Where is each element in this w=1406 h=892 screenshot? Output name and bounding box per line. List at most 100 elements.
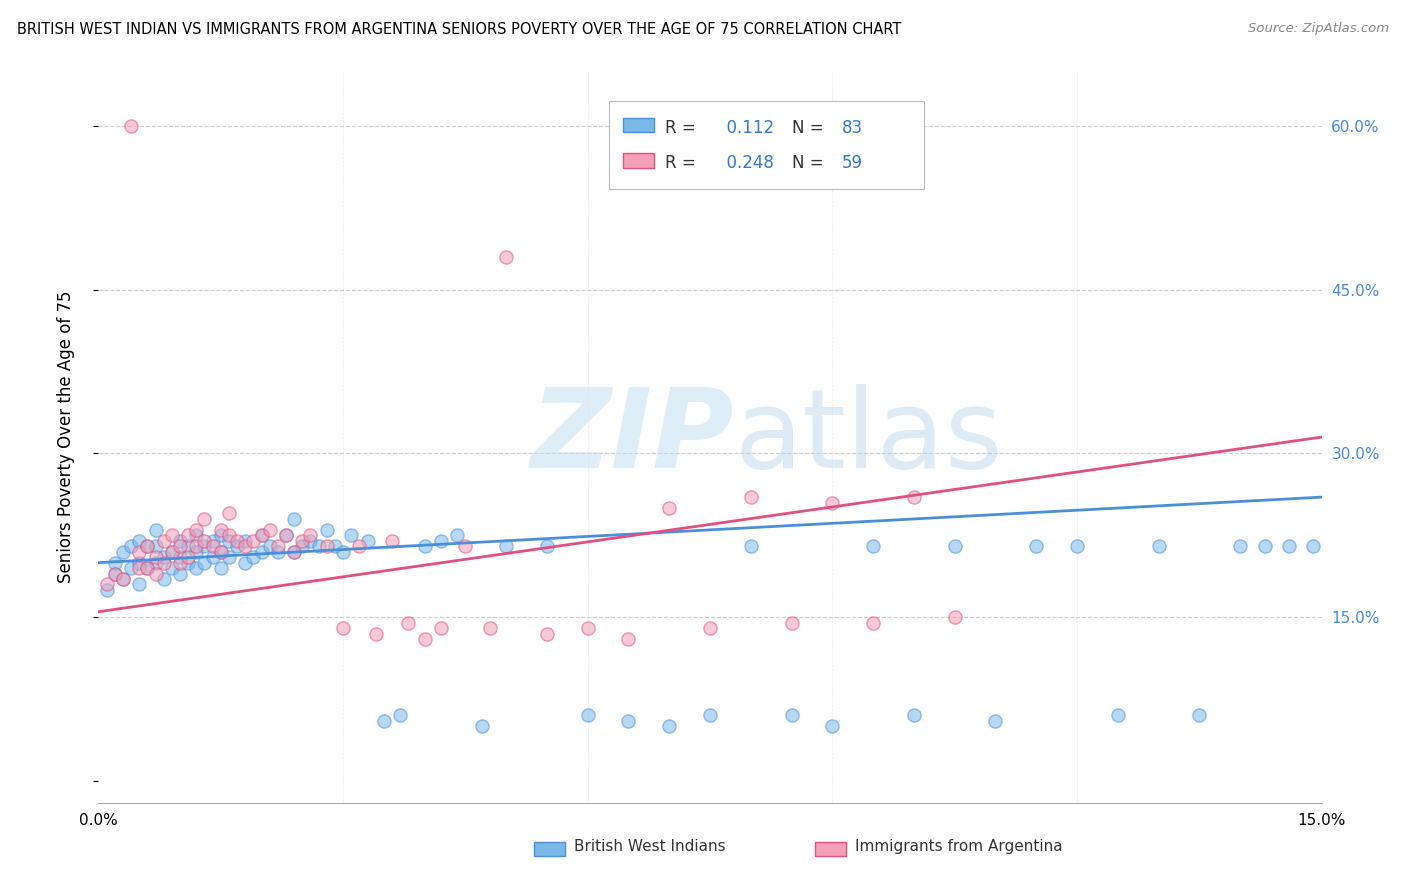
Point: [340, 528, 363, 542]
Text: Source: ZipAtlas.com: Source: ZipAtlas.com: [1249, 22, 1389, 36]
Point: [193, 539, 215, 553]
Point: [349, 539, 371, 553]
Point: [169, 566, 191, 581]
Point: [1278, 539, 1301, 553]
Point: [177, 539, 200, 553]
Point: [186, 528, 208, 542]
Point: [169, 533, 191, 548]
Point: [389, 708, 412, 723]
Point: [145, 566, 167, 581]
Point: [381, 533, 404, 548]
Text: N =: N =: [792, 119, 828, 136]
Point: [201, 539, 224, 553]
Point: [903, 490, 925, 504]
Point: [104, 566, 127, 581]
Point: [160, 528, 183, 542]
Point: [136, 539, 159, 553]
Point: [699, 708, 721, 723]
Point: [128, 545, 150, 559]
Point: [233, 539, 256, 553]
Point: [446, 528, 468, 542]
Point: [186, 545, 208, 559]
Point: [96, 582, 118, 597]
Point: [160, 545, 183, 559]
Point: [128, 561, 150, 575]
Text: R =: R =: [665, 154, 702, 172]
Point: [821, 719, 844, 733]
Point: [780, 615, 803, 630]
Point: [471, 719, 494, 733]
Point: [308, 539, 330, 553]
Text: ZIP: ZIP: [531, 384, 734, 491]
Point: [536, 539, 558, 553]
Text: BRITISH WEST INDIAN VS IMMIGRANTS FROM ARGENTINA SENIORS POVERTY OVER THE AGE OF: BRITISH WEST INDIAN VS IMMIGRANTS FROM A…: [17, 22, 901, 37]
Point: [193, 533, 215, 548]
Point: [495, 250, 517, 264]
Text: 0.248: 0.248: [716, 154, 773, 172]
Point: [136, 561, 159, 575]
Point: [209, 545, 232, 559]
Point: [136, 561, 159, 575]
Point: [259, 523, 281, 537]
Point: [218, 507, 240, 521]
Point: [315, 539, 337, 553]
Point: [152, 550, 174, 565]
Point: [1147, 539, 1170, 553]
Point: [145, 550, 167, 565]
Point: [658, 501, 681, 516]
Point: [617, 714, 640, 728]
Point: [430, 533, 453, 548]
Point: [862, 615, 884, 630]
Point: [617, 632, 640, 646]
Point: [740, 490, 762, 504]
Point: [1302, 539, 1324, 553]
Point: [299, 528, 322, 542]
Point: [373, 714, 395, 728]
Point: [169, 539, 191, 553]
Point: [193, 512, 215, 526]
Point: [152, 572, 174, 586]
Point: [283, 512, 305, 526]
Point: [315, 523, 337, 537]
Point: [356, 533, 378, 548]
Point: [120, 561, 142, 575]
Point: [104, 556, 127, 570]
Point: [186, 539, 208, 553]
Point: [136, 539, 159, 553]
Point: [145, 556, 167, 570]
Point: [120, 119, 142, 133]
Point: [267, 539, 290, 553]
Point: [274, 528, 297, 542]
Point: [177, 556, 200, 570]
Point: [104, 566, 127, 581]
Point: [96, 577, 118, 591]
Point: [218, 533, 240, 548]
Point: [218, 528, 240, 542]
Point: [160, 545, 183, 559]
Point: [283, 545, 305, 559]
Point: [120, 539, 142, 553]
Point: [128, 556, 150, 570]
Text: atlas: atlas: [734, 384, 1002, 491]
Text: N =: N =: [792, 154, 828, 172]
Point: [201, 533, 224, 548]
Point: [128, 577, 150, 591]
Point: [332, 545, 354, 559]
Point: [1025, 539, 1047, 553]
Point: [145, 539, 167, 553]
Point: [169, 556, 191, 570]
Point: [903, 708, 925, 723]
Point: [413, 632, 436, 646]
Point: [396, 615, 419, 630]
Point: [267, 545, 290, 559]
Point: [364, 626, 387, 640]
Point: [218, 550, 240, 565]
Point: [226, 533, 249, 548]
Point: [152, 533, 174, 548]
Point: [259, 539, 281, 553]
Point: [233, 556, 256, 570]
Point: [291, 533, 314, 548]
Point: [226, 539, 249, 553]
Text: British West Indians: British West Indians: [574, 839, 725, 854]
Point: [658, 719, 681, 733]
